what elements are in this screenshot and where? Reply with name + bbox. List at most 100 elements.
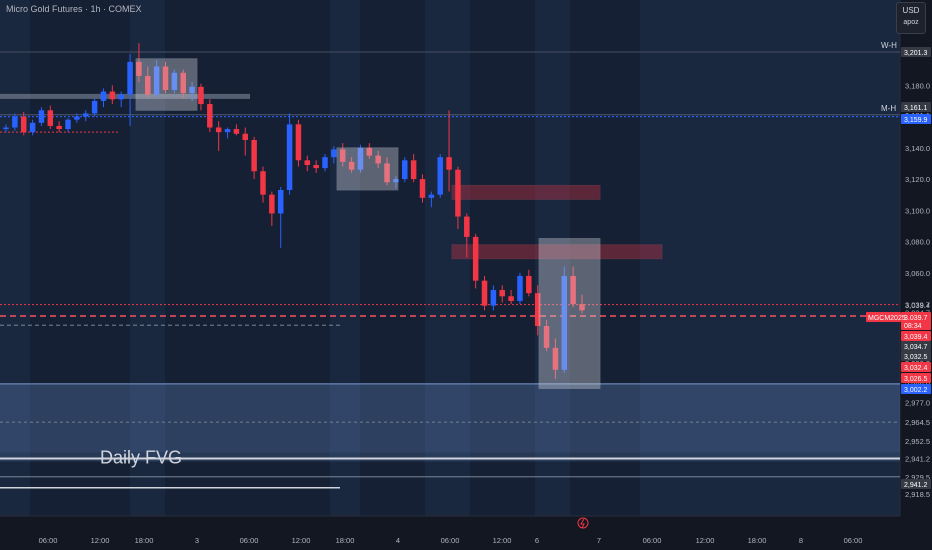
highlight-box [538,238,601,389]
y-tick-label: 3,060.0 [905,269,930,278]
candle-body [402,160,408,180]
x-tick-label: 18:00 [135,536,154,545]
x-tick-label: 18:00 [748,536,767,545]
price-tag [901,102,931,112]
candle-body [100,91,107,101]
x-tick-label: 18:00 [336,536,355,545]
x-tick-label: 06:00 [39,536,58,545]
candle-body [322,157,328,169]
price-tag [901,341,931,351]
candle-body [534,293,541,326]
candle-body [20,116,27,133]
x-tick-label: 12:00 [91,536,110,545]
candle-body [410,160,417,180]
y-tick-label: 3,039.7 [905,301,930,310]
candle-body [260,171,266,195]
candle-body [313,165,319,169]
candle-body [428,194,435,198]
price-tag-text: 3,026.5 [904,376,927,383]
candle-body [224,129,231,133]
currency-badge[interactable]: USD apoz [896,2,926,34]
supply-zone [451,184,601,200]
candle-body [393,179,399,183]
price-tag [901,384,931,394]
session-band [535,0,570,516]
symbol-tag-text: MGCM2025 [868,315,906,322]
highlight-box [135,58,198,111]
candle-body [162,66,169,90]
session-band [330,0,360,516]
price-tag-text: 3,039.4 [904,334,927,341]
x-tick-label: 6 [535,536,539,545]
candle-body [47,110,54,126]
price-tag-text: 3,032.5 [904,354,927,361]
price-tag-text: 3,159.9 [904,117,927,124]
price-tag-text: 3,032.4 [904,365,927,372]
candle-body [419,179,426,198]
y-tick-label: 2,952.5 [905,437,930,446]
event-marker-icon[interactable] [577,517,589,529]
candle-body [348,161,355,170]
y-tick-label: 2,977.0 [905,399,930,408]
price-tag [901,114,931,124]
candle-body [366,147,373,156]
candle-body [29,122,36,133]
candle-body [3,127,9,130]
candle-body [180,72,186,94]
candle-body [499,290,505,297]
candle-body [65,119,71,130]
y-tick-label: 2,964.5 [905,418,930,427]
session-band [425,0,470,516]
session-band [0,0,30,516]
candle-body [579,304,585,311]
candle-body [304,160,311,166]
candle-body [189,86,195,94]
user-label: apoz [903,19,919,26]
candle-body [109,91,116,100]
currency-label: USD [902,6,920,15]
candle-body [561,275,568,370]
price-tag [901,351,931,361]
y-tick-label: 3,100.0 [905,206,930,215]
candle-body [91,100,98,114]
candle-body [517,275,523,301]
price-tag-text: 3,201.3 [904,50,927,57]
candle-body [118,94,124,100]
candle-body [472,236,479,281]
price-tag [901,373,931,383]
candle-body [242,133,249,140]
price-tag-text: 2,941.2 [904,482,927,489]
candle-body [295,124,302,161]
time-axis-panel [0,516,900,550]
symbol-tag [866,312,901,322]
candle-body [357,147,364,170]
candle-body [74,116,80,120]
price-tag [901,479,931,489]
x-tick-label: 3 [195,536,199,545]
session-band [640,0,900,516]
candle-body [198,86,204,105]
x-tick-label: 12:00 [493,536,512,545]
candle-body [437,157,443,195]
level-label-w-h: W-H [881,41,897,50]
candle-body [12,116,18,128]
fvg-zone [0,383,900,453]
x-tick-label: 8 [799,536,803,545]
candle-body [215,127,222,133]
x-tick-label: 06:00 [643,536,662,545]
gray-range-bar [0,93,250,99]
price-tag [901,331,931,341]
candle-body [570,275,576,305]
y-tick-label: 3,140.0 [905,144,930,153]
price-tag [901,320,931,330]
candle-body [455,169,461,217]
candle-body [277,190,284,214]
price-tag [901,362,931,372]
candle-body [38,110,45,123]
y-tick-label: 3,080.0 [905,238,930,247]
x-tick-label: 12:00 [292,536,311,545]
highlight-box [336,147,399,191]
price-tag-text: 08:34 [904,323,922,330]
price-tag [901,47,931,57]
